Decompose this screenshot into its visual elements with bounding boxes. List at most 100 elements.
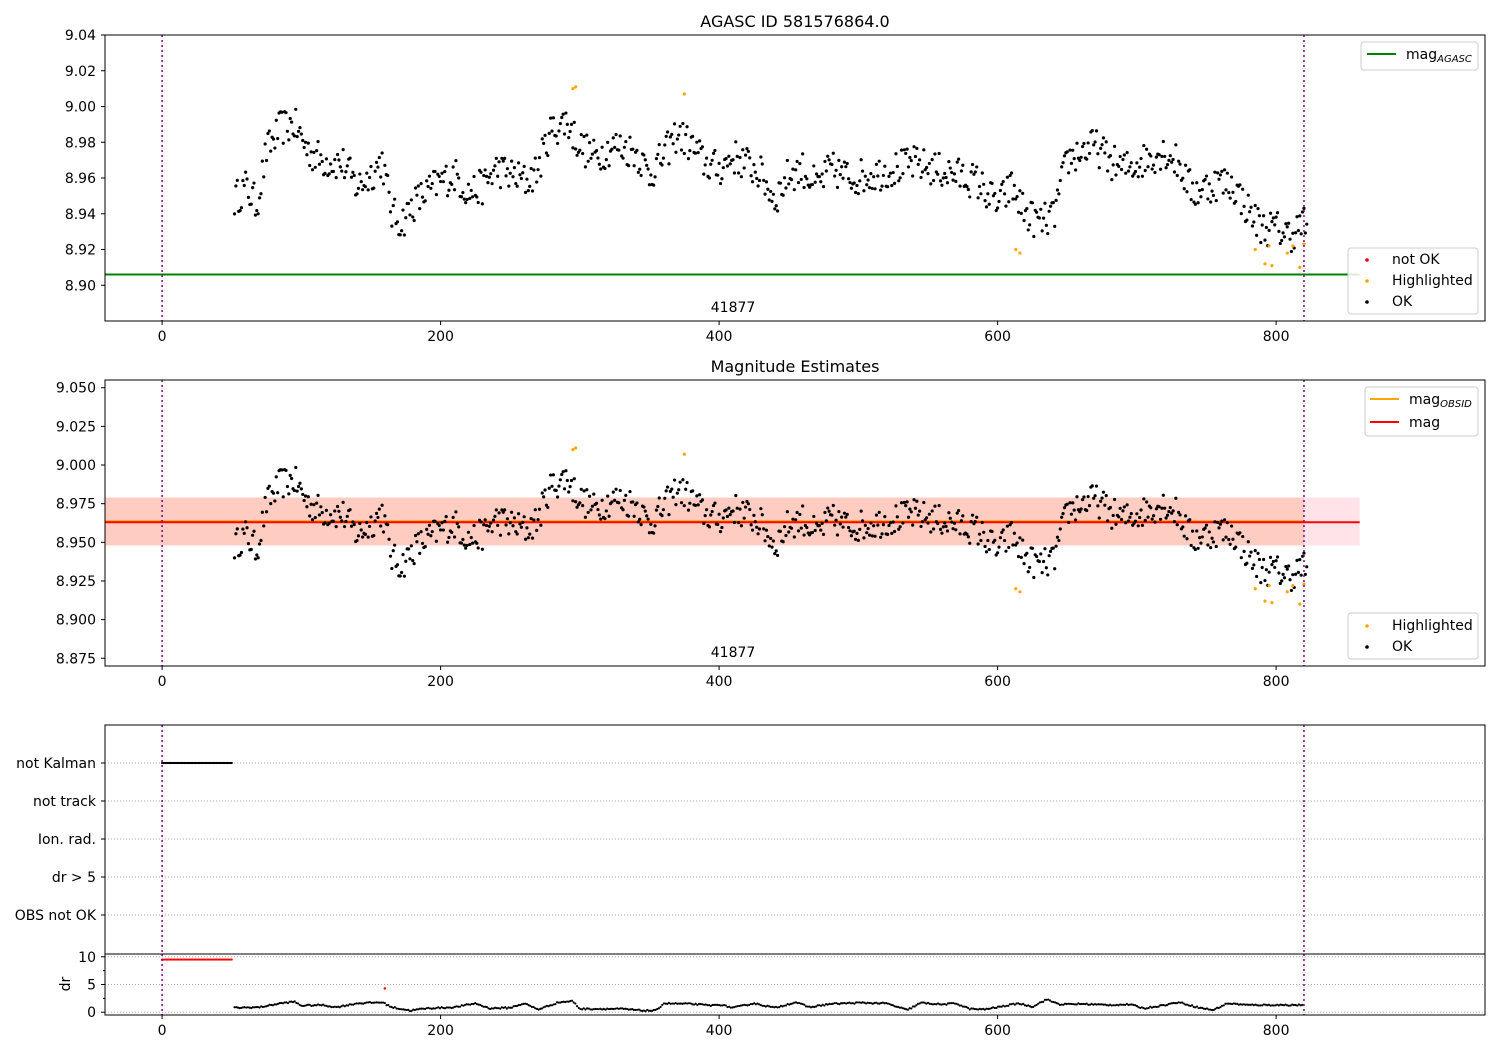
dr-point (335, 1005, 338, 1009)
ok-point (1214, 544, 1218, 549)
ok-point (1209, 200, 1213, 204)
ok-point (959, 169, 964, 173)
ok-point (675, 137, 679, 141)
ok-point (572, 477, 576, 481)
ok-point (741, 500, 745, 505)
dr-point (1122, 1003, 1125, 1006)
dr-point (973, 1007, 976, 1011)
highlighted-point (682, 92, 686, 96)
ok-point (1178, 513, 1182, 517)
ok-point (618, 488, 622, 493)
ok-point (911, 174, 915, 178)
ok-point (476, 546, 480, 550)
ok-point (1043, 547, 1047, 551)
dr-point (908, 1007, 911, 1010)
ok-point (281, 495, 285, 499)
ok-point (496, 174, 500, 178)
ok-point (582, 489, 586, 493)
ok-point (853, 190, 858, 195)
ok-point (567, 490, 571, 494)
ok-point (316, 493, 320, 498)
ok-point (739, 524, 743, 528)
dr-point (582, 1007, 585, 1010)
ok-point (320, 159, 324, 164)
ok-point (1257, 214, 1262, 218)
ok-point (734, 493, 738, 498)
dr-point (1149, 1005, 1152, 1008)
dr-point (652, 1008, 656, 1012)
dr-point (1262, 1003, 1265, 1006)
ok-point (1103, 151, 1107, 155)
dr-point (569, 999, 572, 1003)
ok-point (649, 173, 653, 177)
legend-highlighted-label: Highlighted (1392, 618, 1473, 634)
ok-point (1012, 183, 1016, 187)
ok-point (817, 175, 821, 179)
ok-point (1149, 154, 1153, 158)
dr-point (1073, 1003, 1077, 1006)
dr-point (388, 1005, 392, 1008)
ok-point (709, 513, 713, 517)
ok-point (252, 529, 256, 533)
ok-point (1106, 519, 1110, 523)
ok-point (639, 173, 643, 178)
dr-point (515, 1004, 519, 1008)
ok-point (366, 188, 370, 192)
ok-point (709, 162, 713, 166)
dr-point (318, 1003, 321, 1007)
ok-point (1008, 173, 1012, 178)
ok-point (441, 528, 445, 532)
ok-point (763, 539, 767, 543)
ok-point (909, 159, 913, 163)
ok-point (387, 537, 391, 541)
ok-point (1080, 498, 1085, 502)
dr-point (308, 1003, 311, 1006)
ok-point (583, 515, 588, 519)
ok-point (674, 503, 678, 507)
dr-point (440, 1005, 443, 1009)
ok-point (444, 515, 448, 519)
ok-point (557, 484, 561, 488)
ok-point (654, 157, 659, 161)
ok-point (338, 165, 342, 169)
ok-point (1093, 140, 1097, 144)
ok-point (904, 504, 908, 508)
panel1-title: AGASC ID 581576864.0 (700, 12, 889, 31)
ok-point (1224, 188, 1228, 192)
ok-point (1046, 231, 1050, 236)
ok-point (826, 154, 830, 158)
ok-point (1256, 207, 1260, 211)
ok-point (1225, 521, 1229, 525)
ok-point (546, 153, 550, 158)
ok-point (1019, 211, 1023, 215)
ok-point (1018, 536, 1022, 540)
dr-point (838, 1003, 841, 1006)
ok-point (672, 122, 677, 126)
ok-point (586, 510, 590, 515)
ok-point (1220, 519, 1224, 523)
ok-point (1047, 554, 1051, 558)
ok-point (984, 205, 989, 209)
ok-point (239, 206, 244, 210)
ok-point (551, 473, 555, 477)
ok-point (660, 163, 664, 167)
ok-point (799, 177, 803, 182)
ok-point (668, 135, 672, 139)
dr-point (808, 1005, 811, 1008)
ok-point (1086, 494, 1090, 499)
dr-point (1205, 1007, 1209, 1010)
ok-point (685, 480, 689, 485)
ok-point (1167, 509, 1171, 514)
ok-point (561, 470, 565, 474)
ok-point (614, 132, 618, 137)
ok-point (1250, 224, 1255, 228)
ok-point (340, 519, 344, 523)
dr-point (1003, 1005, 1006, 1008)
ok-point (977, 184, 982, 189)
ok-point (292, 134, 296, 138)
x-tick-label: 800 (1263, 1023, 1290, 1039)
ok-point (958, 184, 962, 188)
ok-point (860, 169, 865, 173)
ok-point (725, 164, 730, 168)
ok-point (588, 141, 592, 145)
